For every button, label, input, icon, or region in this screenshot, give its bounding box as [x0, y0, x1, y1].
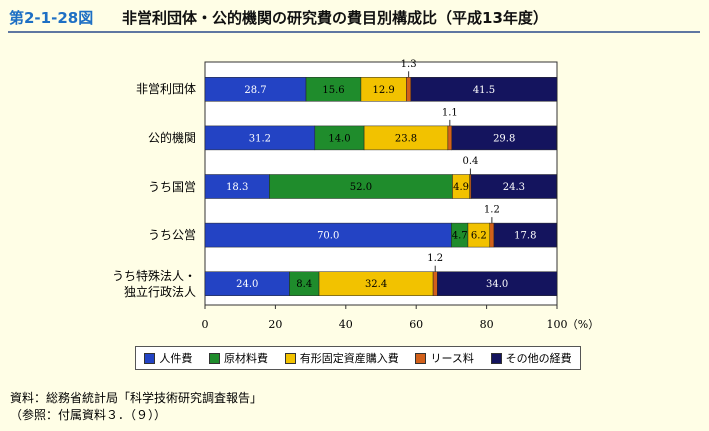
data-label: 29.8	[493, 133, 515, 144]
legend-label: 原材料費	[224, 352, 269, 365]
bar-segment	[204, 174, 270, 199]
x-tick-label: 60	[409, 318, 423, 331]
chart-title: 非営利団体・公的機関の研究費の費目別構成比（平成13年度）	[122, 9, 548, 27]
legend-swatch	[490, 352, 502, 364]
data-label: 14.0	[328, 133, 350, 144]
data-label: 34.0	[486, 279, 508, 290]
data-label: 24.0	[236, 279, 258, 290]
bar-segment	[289, 271, 320, 296]
bar-segment	[406, 77, 412, 102]
bar-segment	[493, 222, 557, 248]
bar-segment	[410, 77, 558, 102]
data-label: 6.2	[471, 231, 487, 242]
data-label: 1.3	[401, 59, 417, 70]
bar-segment	[470, 174, 557, 199]
data-label: 4.9	[453, 182, 469, 193]
data-label: 8.4	[296, 279, 312, 290]
data-label: 41.5	[473, 85, 495, 96]
x-tick-label: 100	[547, 318, 568, 331]
data-label: 18.3	[226, 182, 248, 193]
bar-segment	[204, 271, 290, 296]
legend-label: リース料	[430, 352, 474, 365]
data-label: 1.2	[427, 253, 443, 264]
category-label: 非営利団体	[135, 82, 196, 97]
data-label: 32.4	[365, 279, 387, 290]
data-label: 15.6	[322, 85, 344, 96]
legend-item: 有形固定資産購入費	[284, 350, 399, 366]
x-tick-label: 20	[268, 318, 282, 331]
bar-segment	[437, 271, 558, 296]
legend-item: その他の経費	[490, 350, 572, 366]
legend-label: 有形固定資産購入費	[299, 352, 399, 365]
data-label: 24.3	[503, 182, 525, 193]
legend-item: 原材料費	[209, 350, 268, 366]
category-label: 公的機関	[147, 130, 196, 145]
data-label: 0.4	[462, 156, 478, 167]
x-tick-label: 0	[202, 318, 209, 331]
figure-number: 第2-1-28図	[9, 9, 94, 27]
bar-segment	[447, 125, 453, 151]
source: 資料：総務省統計局「科学技術研究調査報告」	[10, 391, 263, 405]
data-label: 28.7	[244, 85, 266, 96]
legend-item: リース料	[415, 350, 474, 366]
legend-item: 人件費	[144, 350, 192, 366]
legend-label: その他の経費	[505, 352, 572, 365]
data-label: 23.8	[395, 133, 417, 144]
x-tick-label: 80	[480, 318, 494, 331]
bar-segment	[432, 271, 438, 296]
data-label: 52.0	[350, 182, 372, 193]
data-label: 17.8	[514, 231, 536, 242]
data-label: 1.2	[484, 205, 500, 216]
data-label: 4.7	[452, 231, 468, 242]
x-axis-label: （%）	[567, 318, 599, 331]
bar-segment	[204, 77, 307, 102]
data-label: 1.1	[442, 107, 458, 118]
category-label: うち特殊法人・ 独立行政法人	[111, 268, 196, 299]
x-tick-label: 40	[339, 318, 353, 331]
bar-segment	[314, 125, 365, 151]
legend: 人件費 原材料費 有形固定資産購入費 リース料 その他の経費	[135, 346, 581, 370]
legend-label: 人件費	[159, 352, 193, 365]
category-label: うち国営	[147, 179, 196, 194]
bar-segment	[360, 77, 407, 102]
bar-segment	[451, 125, 557, 151]
legend-swatch	[415, 352, 427, 364]
bar-segment	[305, 77, 362, 102]
bar-segment	[489, 222, 495, 248]
data-label: 70.0	[317, 231, 339, 242]
legend-swatch	[144, 352, 156, 364]
data-label: 12.9	[373, 85, 395, 96]
bar-segment	[318, 271, 434, 296]
bar-segment	[269, 174, 453, 199]
legend-swatch	[209, 352, 221, 364]
category-label: うち公営	[147, 228, 196, 243]
bar-segment	[204, 222, 452, 248]
data-label: 31.2	[249, 133, 271, 144]
legend-swatch	[284, 352, 296, 364]
source: （参照：付属資料３．（９））	[10, 408, 167, 422]
